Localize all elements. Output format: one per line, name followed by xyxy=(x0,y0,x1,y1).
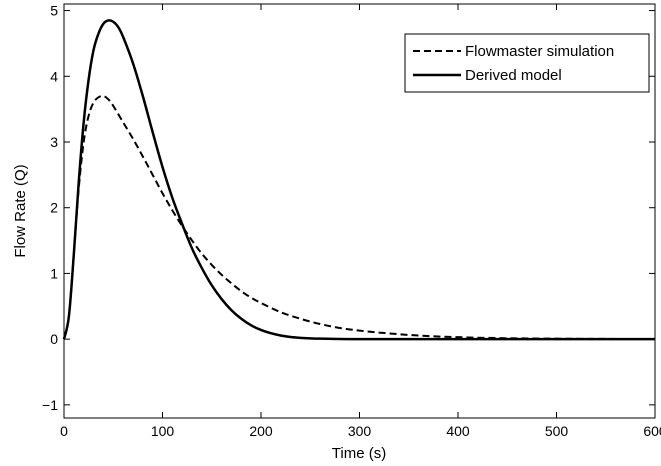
x-tick-label: 300 xyxy=(348,423,372,439)
series-line-derived-model xyxy=(62,19,655,341)
x-axis-ticks: 0 100 200 300 400 500 600 xyxy=(60,4,661,439)
y-tick-label: 0 xyxy=(50,331,58,347)
legend: Flowmaster simulation Derived model xyxy=(404,33,650,93)
series-layer xyxy=(62,19,656,341)
legend-label-derived: Derived model xyxy=(465,67,562,84)
y-tick-label: 3 xyxy=(50,134,58,150)
y-tick-label: 2 xyxy=(50,200,58,216)
legend-label-flowmaster: Flowmaster simulation xyxy=(465,43,614,60)
y-tick-label: 5 xyxy=(50,3,58,19)
x-tick-label: 600 xyxy=(643,423,661,439)
x-tick-label: 0 xyxy=(60,423,68,439)
x-tick-label: 100 xyxy=(151,423,175,439)
y-tick-label: 1 xyxy=(50,265,58,281)
x-axis-label: Time (s) xyxy=(332,445,386,462)
y-axis-label: Flow Rate (Q) xyxy=(12,164,29,257)
series-line-flowmaster-simulation xyxy=(63,94,656,341)
x-tick-label: 500 xyxy=(545,423,569,439)
legend-box xyxy=(404,33,650,93)
y-axis-ticks: −1 0 1 2 3 4 5 xyxy=(42,3,655,413)
x-tick-label: 200 xyxy=(249,423,273,439)
y-tick-label: −1 xyxy=(42,397,58,413)
y-tick-label: 4 xyxy=(50,68,58,84)
x-tick-label: 400 xyxy=(446,423,470,439)
